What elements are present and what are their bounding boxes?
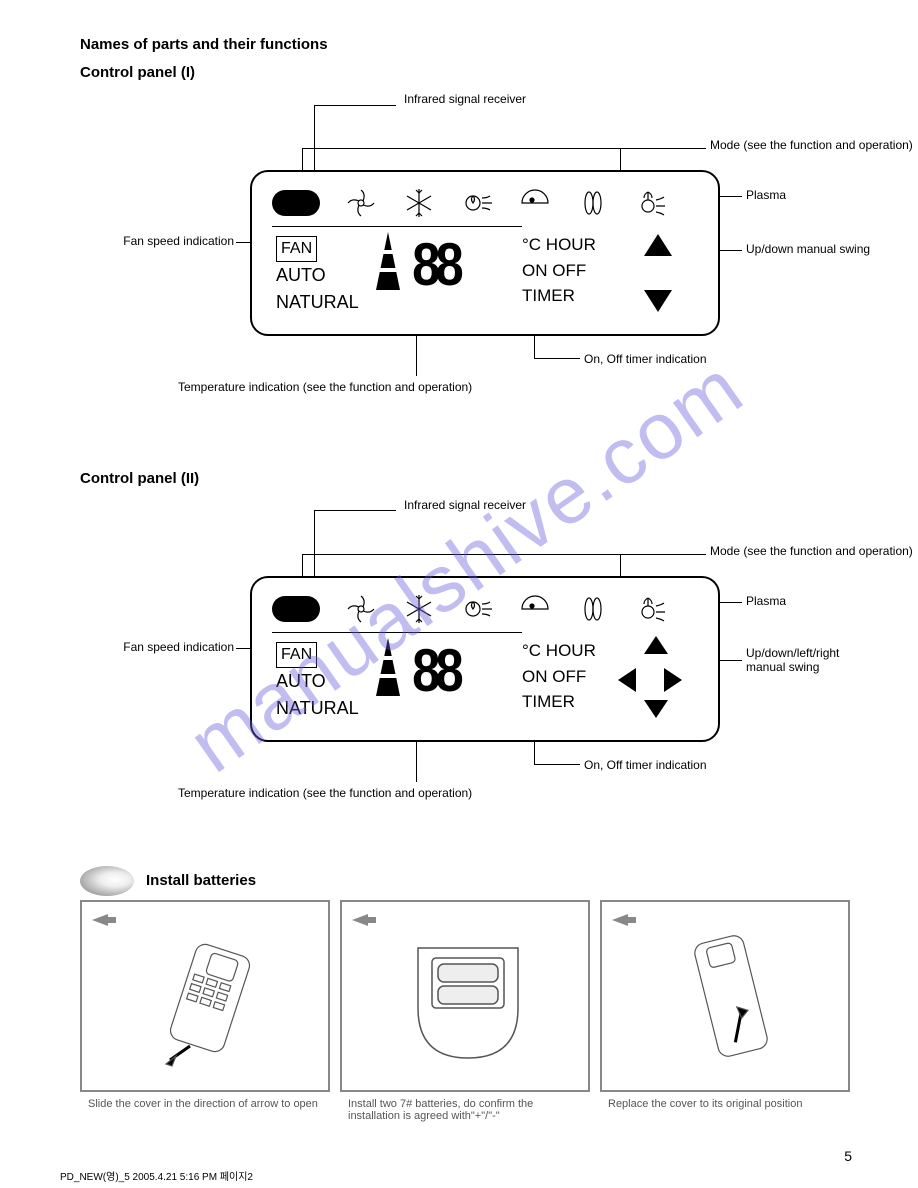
fan-box-label: FAN	[276, 642, 317, 668]
step3-text: Replace the cover to its original positi…	[608, 1098, 802, 1110]
footer-caption: PD_NEW(영)_5 2005.4.21 5:16 PM 페이지2	[60, 1168, 253, 1183]
callout-line	[302, 148, 706, 149]
callout-line	[416, 334, 417, 376]
temp-digits: 88	[412, 230, 459, 299]
mode-dry-icon	[460, 186, 494, 220]
callout-receiver-1: Infrared signal receiver	[404, 92, 526, 106]
callout-line	[620, 148, 621, 172]
arrow-up-icon	[644, 636, 668, 654]
mode-plasma-icon	[634, 186, 668, 220]
callout-plasma-2: Plasma	[746, 594, 786, 608]
natural-label: NATURAL	[276, 292, 359, 312]
callout-receiver-2: Infrared signal receiver	[404, 498, 526, 512]
callout-line	[314, 510, 396, 511]
mode-fan-icon	[344, 186, 378, 220]
page-title: Names of parts and their functions	[80, 36, 328, 53]
callout-temp-1: Temperature indication (see the function…	[178, 380, 518, 394]
mode-plasma-icon	[634, 592, 668, 626]
mode-heat-icon	[518, 186, 552, 220]
panel2-subtitle: Control panel (II)	[80, 470, 199, 487]
pointer-hand-icon	[350, 910, 378, 930]
fan-speed-icon	[374, 232, 402, 299]
panel-divider	[272, 632, 522, 633]
battery-heading: Install batteries	[146, 872, 256, 889]
control-panel-1: FAN AUTO NATURAL 88 °C HOUR ON OFF TIMER	[250, 170, 720, 336]
swing-arrows-1	[614, 228, 694, 324]
callout-line	[314, 105, 315, 173]
callout-fan-2: Fan speed indication	[94, 640, 234, 654]
icon-row	[272, 590, 698, 628]
callout-line	[302, 554, 303, 578]
pointer-hand-icon	[610, 910, 638, 930]
fan-labels: FAN AUTO NATURAL	[276, 640, 359, 722]
callout-swing-2: Up/down/left/right manual swing	[746, 646, 866, 674]
battery-step-1-box	[80, 900, 330, 1092]
arrow-up-icon	[644, 234, 672, 256]
swing-arrows-2	[614, 634, 694, 730]
on-off-label: ON OFF	[522, 261, 586, 280]
callout-mode-2: Mode (see the function and operation)	[710, 544, 913, 558]
mode-ion-icon	[576, 186, 610, 220]
mode-ion-icon	[576, 592, 610, 626]
callout-swing-1: Up/down manual swing	[746, 242, 870, 256]
section-bullet-icon	[80, 866, 134, 896]
remote-close-icon	[672, 932, 802, 1072]
callout-temp-2: Temperature indication (see the function…	[178, 786, 518, 800]
callout-line	[314, 105, 396, 106]
pointer-hand-icon	[90, 910, 118, 930]
ir-sensor-icon	[272, 596, 320, 622]
fan-box-label: FAN	[276, 236, 317, 262]
natural-label: NATURAL	[276, 698, 359, 718]
mode-cool-icon	[402, 592, 436, 626]
callout-line	[534, 764, 580, 765]
mode-cool-icon	[402, 186, 436, 220]
panel-divider	[272, 226, 522, 227]
c-hour-label: °C HOUR	[522, 235, 596, 254]
callout-line	[534, 358, 580, 359]
arrow-left-icon	[618, 668, 636, 692]
ir-sensor-icon	[272, 190, 320, 216]
battery-compartment-icon	[398, 938, 538, 1068]
battery-step-3-box	[600, 900, 850, 1092]
timer-label: TIMER	[522, 286, 575, 305]
mode-heat-icon	[518, 592, 552, 626]
auto-label: AUTO	[276, 265, 326, 285]
step1-text: Slide the cover in the direction of arro…	[88, 1098, 318, 1110]
callout-fan-1: Fan speed indication	[94, 234, 234, 248]
step2-text: Install two 7# batteries, do confirm the…	[348, 1098, 588, 1122]
arrow-right-icon	[664, 668, 682, 692]
timer-label: TIMER	[522, 692, 575, 711]
unit-labels: °C HOUR ON OFF TIMER	[522, 638, 596, 715]
icon-row	[272, 184, 698, 222]
mode-fan-icon	[344, 592, 378, 626]
auto-label: AUTO	[276, 671, 326, 691]
callout-line	[416, 740, 417, 782]
callout-plasma-1: Plasma	[746, 188, 786, 202]
c-hour-label: °C HOUR	[522, 641, 596, 660]
on-off-label: ON OFF	[522, 667, 586, 686]
mode-dry-icon	[460, 592, 494, 626]
arrow-down-icon	[644, 700, 668, 718]
callout-line	[302, 554, 706, 555]
unit-labels: °C HOUR ON OFF TIMER	[522, 232, 596, 309]
callout-line	[302, 148, 303, 172]
callout-mode-1: Mode (see the function and operation)	[710, 138, 913, 152]
callout-line	[620, 554, 621, 578]
panel1-subtitle: Control panel (I)	[80, 64, 195, 81]
fan-speed-icon	[374, 638, 402, 705]
control-panel-2: FAN AUTO NATURAL 88 °C HOUR ON OFF TIMER	[250, 576, 720, 742]
callout-timer-2: On, Off timer indication	[584, 758, 707, 772]
fan-labels: FAN AUTO NATURAL	[276, 234, 359, 316]
callout-line	[534, 334, 535, 358]
temp-digits: 88	[412, 636, 459, 705]
callout-line	[534, 740, 535, 764]
callout-line	[314, 510, 315, 578]
callout-timer-1: On, Off timer indication	[584, 352, 707, 366]
battery-step-2-box	[340, 900, 590, 1092]
arrow-down-icon	[644, 290, 672, 312]
remote-open-icon	[142, 938, 292, 1068]
page-number: 5	[844, 1148, 852, 1164]
